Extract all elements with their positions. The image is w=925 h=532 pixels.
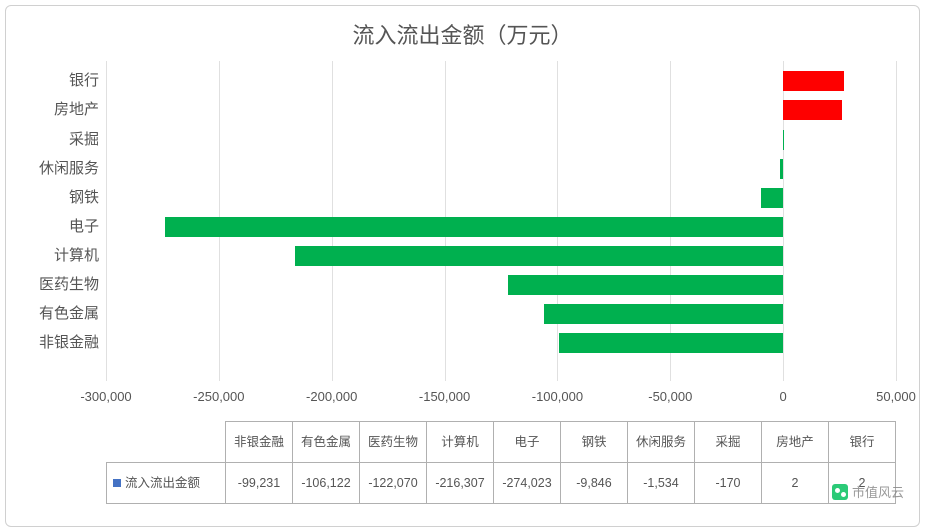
chart-title: 流入流出金额（万元） [6, 18, 919, 50]
bar [780, 159, 783, 179]
gridline [106, 61, 107, 381]
series-label-text: 流入流出金额 [125, 476, 200, 490]
x-axis-tick-label: -250,000 [179, 389, 259, 404]
x-axis-tick-label: -300,000 [66, 389, 146, 404]
y-axis-category-label: 计算机 [9, 246, 99, 266]
table-cell: 2 [762, 463, 829, 504]
chart-container: 流入流出金额（万元） 非银金融有色金属医药生物计算机电子钢铁休闲服务采掘房地产银… [5, 5, 920, 527]
table-cell: -99,231 [226, 463, 293, 504]
legend-marker-icon [113, 479, 121, 487]
table-column-header: 医药生物 [360, 422, 427, 463]
table-column-header: 休闲服务 [628, 422, 695, 463]
x-axis-tick-label: 50,000 [856, 389, 925, 404]
data-table: 非银金融有色金属医药生物计算机电子钢铁休闲服务采掘房地产银行 流入流出金额 -9… [106, 421, 896, 504]
y-axis-category-label: 银行 [9, 71, 99, 91]
table-cell: -1,534 [628, 463, 695, 504]
table-cell: -274,023 [494, 463, 561, 504]
y-axis-category-label: 非银金融 [9, 333, 99, 353]
y-axis-category-label: 休闲服务 [9, 159, 99, 179]
table-value-row: 流入流出金额 -99,231-106,122-122,070-216,307-2… [107, 463, 896, 504]
bar [508, 275, 784, 295]
x-axis-tick-label: -200,000 [292, 389, 372, 404]
gridline [896, 61, 897, 381]
table-cell: -170 [695, 463, 762, 504]
y-axis-category-label: 有色金属 [9, 304, 99, 324]
table-cell: -122,070 [360, 463, 427, 504]
y-axis-category-label: 医药生物 [9, 275, 99, 295]
table-cell: 2 [829, 463, 896, 504]
table-column-header: 有色金属 [293, 422, 360, 463]
table-cell: -9,846 [561, 463, 628, 504]
x-axis-tick-label: -50,000 [630, 389, 710, 404]
table-column-header: 房地产 [762, 422, 829, 463]
y-axis-category-label: 钢铁 [9, 188, 99, 208]
table-cell: -106,122 [293, 463, 360, 504]
bar [544, 304, 784, 324]
bar [295, 246, 783, 266]
table-column-header: 钢铁 [561, 422, 628, 463]
x-axis-tick-label: -150,000 [405, 389, 485, 404]
table-column-header: 银行 [829, 422, 896, 463]
table-corner-cell [107, 422, 226, 463]
table-header-row: 非银金融有色金属医药生物计算机电子钢铁休闲服务采掘房地产银行 [107, 422, 896, 463]
bar [783, 71, 844, 91]
table-column-header: 非银金融 [226, 422, 293, 463]
y-axis-category-label: 采掘 [9, 130, 99, 150]
y-axis-category-label: 电子 [9, 217, 99, 237]
y-axis-category-label: 房地产 [9, 100, 99, 120]
plot-area [106, 61, 896, 381]
bar [559, 333, 783, 353]
table-series-label-cell: 流入流出金额 [107, 463, 226, 504]
x-axis-tick-label: -100,000 [517, 389, 597, 404]
table-column-header: 计算机 [427, 422, 494, 463]
table-column-header: 采掘 [695, 422, 762, 463]
bar [761, 188, 783, 208]
bar [165, 217, 784, 237]
bar [783, 100, 842, 120]
table-cell: -216,307 [427, 463, 494, 504]
table-column-header: 电子 [494, 422, 561, 463]
x-axis-tick-label: 0 [743, 389, 823, 404]
